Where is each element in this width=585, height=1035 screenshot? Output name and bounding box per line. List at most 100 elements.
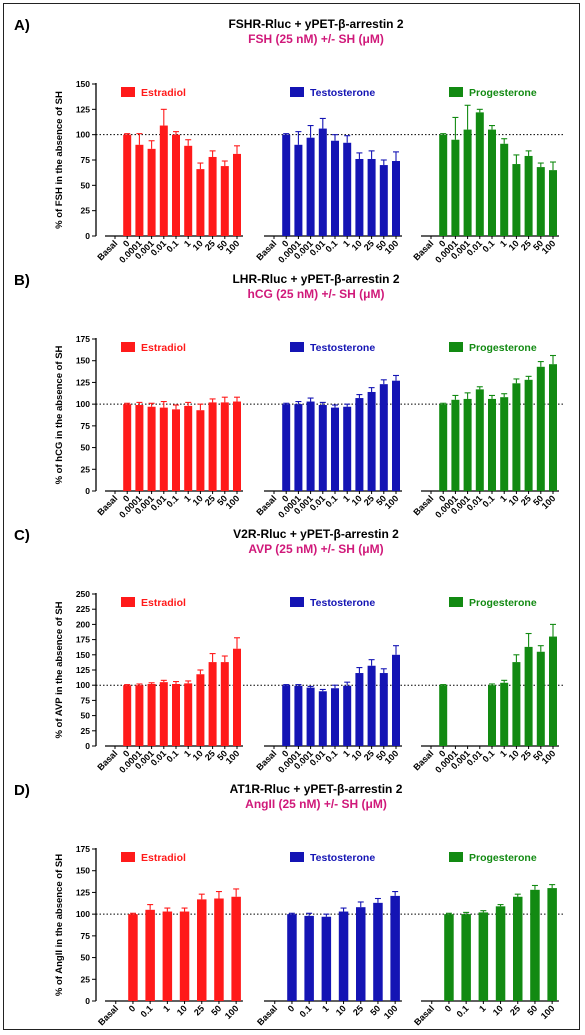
bar: [439, 134, 448, 236]
bar: [233, 648, 241, 746]
bar: [220, 402, 229, 491]
x-tick-label: 0: [286, 1003, 297, 1014]
bar: [184, 683, 193, 746]
y-tick-label: 150: [76, 650, 90, 660]
bar: [184, 145, 193, 236]
bar: [379, 384, 388, 491]
y-tick-label: 175: [76, 635, 90, 645]
x-tick-label: 0.1: [480, 493, 496, 509]
legend-label: Progesterone: [469, 852, 537, 864]
y-tick-label: 25: [81, 974, 91, 984]
bar: [488, 685, 496, 746]
bar: [367, 158, 376, 236]
y-axis-label: % of AngII in the absence of SH: [54, 854, 65, 996]
bar: [145, 909, 155, 1001]
x-tick-label: 50: [525, 1003, 539, 1017]
x-tick-label: 0: [437, 748, 448, 759]
x-tick-label: 0: [280, 493, 291, 504]
legend-label: Testosterone: [310, 87, 375, 99]
x-tick-label: Basal: [412, 1003, 436, 1027]
panel-letter: B): [14, 272, 30, 289]
legend-label: Progesterone: [469, 87, 537, 99]
bar: [208, 662, 217, 746]
bar: [318, 691, 327, 746]
bar: [512, 383, 521, 491]
x-tick-label: 100: [383, 748, 401, 766]
legend-swatch: [449, 852, 463, 862]
x-tick-label: 0: [437, 493, 448, 504]
bar: [287, 914, 297, 1001]
bar: [343, 142, 352, 236]
x-tick-label: 1: [341, 238, 352, 249]
bar: [331, 407, 339, 491]
y-tick-label: 50: [81, 953, 91, 963]
legend-label: Estradiol: [141, 87, 186, 99]
x-tick-label: 1: [341, 493, 352, 504]
x-tick-label: 100: [539, 1003, 557, 1021]
bar: [488, 398, 496, 491]
bar: [392, 161, 400, 236]
bar: [294, 685, 303, 746]
x-tick-label: 1: [161, 1003, 172, 1014]
y-tick-label: 25: [81, 726, 91, 736]
bar: [451, 139, 460, 236]
y-tick-label: 150: [76, 356, 90, 366]
legend-swatch: [290, 852, 304, 862]
legend-swatch: [290, 342, 304, 352]
x-tick-label: 0.1: [480, 238, 496, 254]
y-tick-label: 50: [81, 711, 91, 721]
x-tick-label: 0.1: [164, 748, 180, 764]
x-tick-label: 10: [175, 1003, 189, 1017]
bar: [294, 404, 303, 491]
y-tick-label: 125: [76, 887, 90, 897]
legend-label: Estradiol: [141, 597, 186, 609]
chart-title: V2R-Rluc + yPET-β-arrestin 2: [233, 527, 399, 541]
x-tick-label: 100: [382, 1003, 400, 1021]
x-tick-label: 100: [223, 1003, 241, 1021]
bar: [463, 129, 472, 236]
bar: [356, 907, 366, 1001]
bar: [331, 688, 339, 746]
legend-swatch: [121, 87, 135, 97]
y-tick-label: 25: [81, 464, 91, 474]
bar: [123, 134, 132, 236]
bar: [147, 406, 156, 491]
x-tick-label: 10: [334, 1003, 348, 1017]
y-tick-label: 175: [76, 334, 90, 344]
bar: [513, 896, 523, 1001]
bar: [530, 889, 540, 1001]
bar: [282, 134, 291, 236]
x-tick-label: 10: [491, 1003, 505, 1017]
y-tick-label: 75: [81, 421, 91, 431]
bar: [159, 407, 168, 491]
bar: [231, 896, 241, 1001]
x-tick-label: 1: [498, 238, 509, 249]
legend-label: Estradiol: [141, 342, 186, 354]
bar: [331, 140, 339, 236]
bar: [392, 380, 400, 491]
bar: [367, 391, 376, 491]
bar: [463, 398, 472, 491]
y-tick-label: 50: [81, 443, 91, 453]
x-tick-label: 0: [127, 1003, 138, 1014]
x-tick-label: Basal: [411, 238, 435, 262]
x-tick-label: 0: [280, 748, 291, 759]
x-tick-label: 0.1: [323, 748, 339, 764]
x-tick-label: 50: [209, 1003, 223, 1017]
x-tick-label: 1: [182, 238, 193, 249]
x-tick-label: Basal: [95, 493, 119, 517]
chart-subtitle: AVP (25 nM) +/- SH (μM): [248, 542, 383, 556]
bar: [306, 137, 315, 236]
bar: [179, 911, 190, 1001]
bar: [162, 911, 173, 1001]
y-tick-label: 150: [76, 79, 90, 89]
x-tick-label: 0.1: [164, 493, 180, 509]
bar: [306, 687, 315, 746]
bar: [304, 915, 314, 1001]
legend-swatch: [449, 342, 463, 352]
y-tick-label: 125: [76, 665, 90, 675]
x-tick-label: 100: [540, 238, 558, 256]
y-tick-label: 0: [85, 741, 90, 751]
y-tick-label: 225: [76, 604, 90, 614]
